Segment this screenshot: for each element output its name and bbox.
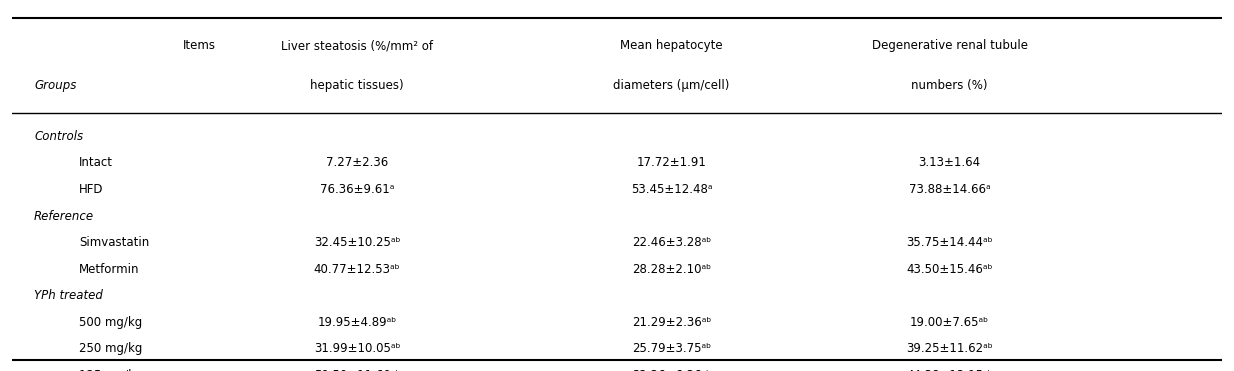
Text: Metformin: Metformin [79,263,139,276]
Text: 53.45±12.48ᵃ: 53.45±12.48ᵃ [631,183,712,196]
Text: 21.29±2.36ᵃᵇ: 21.29±2.36ᵃᵇ [632,316,711,329]
Text: 22.46±3.28ᵃᵇ: 22.46±3.28ᵃᵇ [632,236,711,249]
Text: Mean hepatocyte: Mean hepatocyte [621,39,723,52]
Text: diameters (μm/cell): diameters (μm/cell) [613,79,729,92]
Text: 39.25±11.62ᵃᵇ: 39.25±11.62ᵃᵇ [906,342,993,355]
Text: Items: Items [184,39,216,52]
Text: 500 mg/kg: 500 mg/kg [79,316,142,329]
Text: Controls: Controls [35,130,83,143]
Text: Intact: Intact [79,157,112,170]
Text: 43.50±15.46ᵃᵇ: 43.50±15.46ᵃᵇ [906,263,993,276]
Text: 73.88±14.66ᵃ: 73.88±14.66ᵃ [908,183,991,196]
Text: 19.00±7.65ᵃᵇ: 19.00±7.65ᵃᵇ [909,316,990,329]
Text: Liver steatosis (%/mm² of: Liver steatosis (%/mm² of [281,39,433,52]
Text: Groups: Groups [35,79,77,92]
Text: 31.99±10.05ᵃᵇ: 31.99±10.05ᵃᵇ [313,342,400,355]
Text: Simvastatin: Simvastatin [79,236,149,249]
Text: 28.28±2.10ᵃᵇ: 28.28±2.10ᵃᵇ [632,263,711,276]
Text: Reference: Reference [35,210,94,223]
Text: 44.38±12.15ᵃᵇ: 44.38±12.15ᵃᵇ [906,369,993,371]
Text: 35.75±14.44ᵃᵇ: 35.75±14.44ᵃᵇ [906,236,993,249]
Text: 40.77±12.53ᵃᵇ: 40.77±12.53ᵃᵇ [313,263,400,276]
Text: 3.13±1.64: 3.13±1.64 [918,157,981,170]
Text: 19.95±4.89ᵃᵇ: 19.95±4.89ᵃᵇ [317,316,396,329]
Text: 76.36±9.61ᵃ: 76.36±9.61ᵃ [320,183,394,196]
Text: 7.27±2.36: 7.27±2.36 [326,157,389,170]
Text: 32.36±6.36ᵃᵇ: 32.36±6.36ᵃᵇ [632,369,711,371]
Text: HFD: HFD [79,183,104,196]
Text: 125 mg/kg: 125 mg/kg [79,369,142,371]
Text: YPh treated: YPh treated [35,289,102,302]
Text: 17.72±1.91: 17.72±1.91 [637,157,706,170]
Text: numbers (%): numbers (%) [912,79,987,92]
Text: 250 mg/kg: 250 mg/kg [79,342,142,355]
Text: 32.45±10.25ᵃᵇ: 32.45±10.25ᵃᵇ [313,236,400,249]
Text: 25.79±3.75ᵃᵇ: 25.79±3.75ᵃᵇ [632,342,711,355]
Text: hepatic tissues): hepatic tissues) [310,79,404,92]
Text: Degenerative renal tubule: Degenerative renal tubule [871,39,1028,52]
Text: 50.50±11.60ᵃᵇ: 50.50±11.60ᵃᵇ [313,369,400,371]
